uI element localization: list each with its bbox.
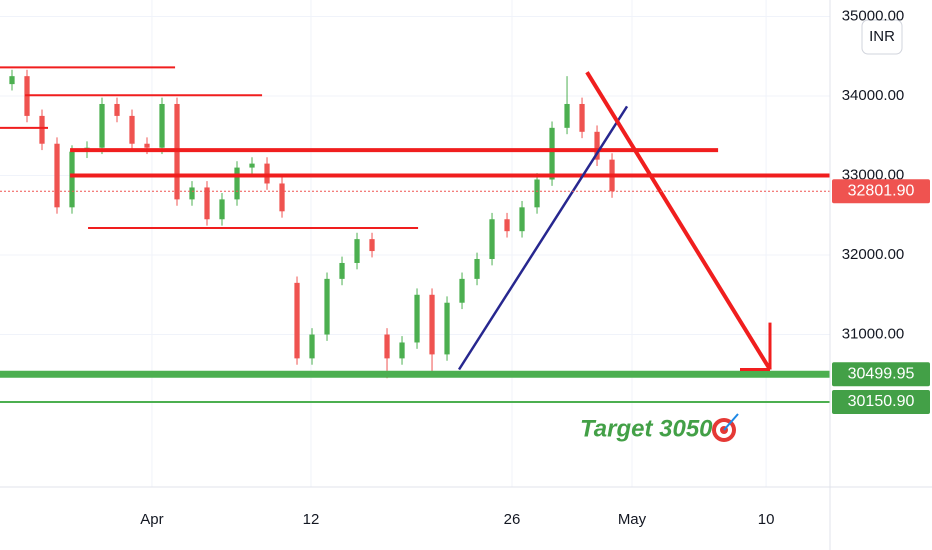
x-tick-label: 26 <box>504 511 521 528</box>
x-tick-label: May <box>618 511 647 528</box>
candle-body <box>144 143 150 148</box>
candle-body <box>99 103 105 148</box>
annotation: Target 30500 <box>580 415 727 442</box>
y-tick-label: 35000.00 <box>842 8 905 25</box>
candle-body <box>594 131 600 160</box>
candle-body <box>204 187 210 220</box>
candle-body <box>429 294 435 355</box>
x-tick-label: 10 <box>758 511 775 528</box>
candle-body <box>519 207 525 232</box>
candle-body <box>69 151 75 208</box>
candle-body <box>234 167 240 200</box>
candle-body <box>114 103 120 116</box>
price-tag <box>832 390 930 415</box>
price-tag <box>832 362 930 387</box>
y-tick-label: 33000.00 <box>842 166 905 183</box>
candle-body <box>39 115 45 144</box>
candle-body <box>219 199 225 220</box>
candle-body <box>399 342 405 359</box>
y-tick-label: 32000.00 <box>842 246 905 263</box>
candle-body <box>279 183 285 212</box>
currency-badge[interactable] <box>861 19 903 55</box>
candle-body <box>54 143 60 208</box>
candle-body <box>129 115 135 144</box>
candle-body <box>384 334 390 359</box>
candle-body <box>564 103 570 128</box>
candle-body <box>354 239 360 263</box>
candle-body <box>339 262 345 279</box>
x-tick-label: 12 <box>303 511 320 528</box>
y-tick-label: 31000.00 <box>842 325 905 342</box>
price-tag-label: 30499.95 <box>848 365 915 382</box>
candle-body <box>534 179 540 208</box>
price-tag-label: 32801.90 <box>848 182 915 199</box>
candle-body <box>189 187 195 200</box>
candle-body <box>474 259 480 279</box>
candle-body <box>159 103 165 148</box>
drawing-line <box>585 71 772 371</box>
candle-body <box>324 278 330 335</box>
candle-body <box>9 76 15 85</box>
candle-body <box>489 219 495 260</box>
candle-body <box>369 239 375 252</box>
candle-body <box>579 103 585 132</box>
candle-body <box>309 334 315 359</box>
candle-body <box>459 278 465 303</box>
price-tag-label: 30150.90 <box>848 393 915 410</box>
candle-body <box>294 282 300 359</box>
candle-body <box>414 294 420 343</box>
y-tick-label: 34000.00 <box>842 87 905 104</box>
price-tag <box>832 179 930 204</box>
candle-body <box>549 127 555 180</box>
x-tick-label: Apr <box>140 511 163 528</box>
candle-body <box>444 302 450 355</box>
candle-body <box>249 163 255 168</box>
drawing-line <box>457 105 629 371</box>
plot-area <box>0 0 830 487</box>
candle-body <box>504 219 510 232</box>
target-icon <box>712 413 739 442</box>
currency-label: INR <box>869 28 895 45</box>
